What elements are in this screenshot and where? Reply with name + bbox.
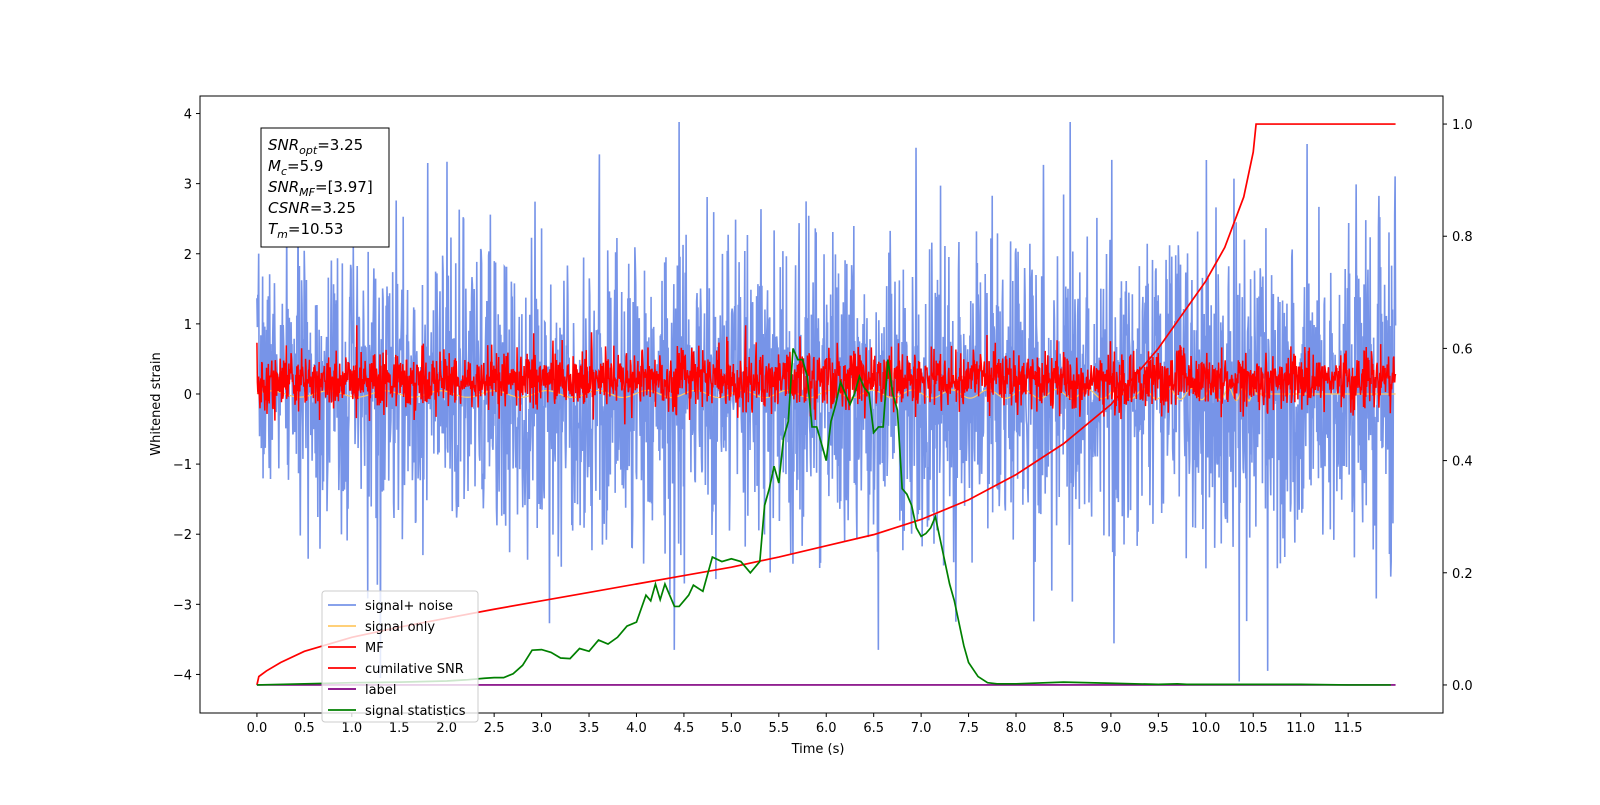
y-tick-label: 3 (184, 178, 192, 193)
y-tick-label: −3 (173, 598, 192, 613)
x-tick-label: 4.0 (626, 721, 647, 736)
x-tick-label: 5.5 (768, 721, 789, 736)
stats-line: SNRopt=3.25 (268, 136, 363, 157)
x-tick-label: 2.0 (436, 721, 457, 736)
x-axis-label: Time (s) (791, 742, 845, 757)
x-tick-label: 10.0 (1191, 721, 1220, 736)
legend-frame (321, 590, 479, 723)
x-tick-label: 8.5 (1053, 721, 1074, 736)
x-tick-label: 4.5 (674, 721, 695, 736)
y-right-tick-label: 0.2 (1452, 567, 1473, 582)
series-line-5 (256, 348, 1391, 686)
x-tick-label: 0.0 (247, 721, 268, 736)
x-tick-label: 3.5 (579, 721, 600, 736)
x-tick-label: 6.5 (863, 721, 884, 736)
x-tick-label: 6.0 (816, 721, 837, 736)
y-tick-label: −2 (173, 528, 192, 543)
x-tick-label: 1.0 (341, 721, 362, 736)
stats-line: Mc=5.9 (268, 157, 323, 178)
x-tick-label: 7.0 (911, 721, 932, 736)
x-tick-label: 9.5 (1148, 721, 1169, 736)
legend-entry: signal statistics (365, 704, 466, 719)
series-line-2 (256, 325, 1397, 425)
legend-entry: label (365, 683, 396, 698)
x-tick-label: 11.0 (1286, 721, 1315, 736)
y-right-tick-label: 0.0 (1452, 679, 1473, 694)
legend: signal+ noise signal only MF cumilative SNR… (321, 590, 479, 723)
axes-layer: 0.0 0.5 1.0 1.5 2.0 2.5 3.0 3.5 4.0 4.5 5.0 5.5 6.0 6… (173, 108, 1473, 736)
stats-line: SNRMF=[3.97] (268, 178, 373, 199)
y-tick-label: 1 (184, 318, 192, 333)
stats-line: Tm=10.53 (268, 220, 343, 241)
x-tick-label: 1.5 (389, 721, 410, 736)
y-tick-label: 0 (184, 388, 192, 403)
y-right-tick-label: 1.0 (1452, 118, 1473, 133)
x-tick-label: 8.0 (1006, 721, 1027, 736)
legend-entry: signal+ noise (365, 599, 453, 614)
x-tick-label: 0.5 (294, 721, 315, 736)
legend-entry: signal only (365, 620, 435, 635)
y-tick-label: 2 (184, 248, 192, 263)
y-right-tick-label: 0.6 (1452, 342, 1473, 357)
x-tick-label: 11.5 (1334, 721, 1363, 736)
y-tick-label: 4 (184, 108, 192, 123)
stats-line: CSNR=3.25 (268, 199, 356, 217)
y-tick-label: −4 (173, 668, 192, 683)
y-axis-label: Whitened strain (149, 352, 164, 455)
x-tick-label: 10.5 (1239, 721, 1268, 736)
y-tick-label: −1 (173, 458, 192, 473)
x-tick-label: 7.5 (958, 721, 979, 736)
y-right-tick-label: 0.4 (1452, 455, 1473, 470)
x-tick-label: 5.0 (721, 721, 742, 736)
plot-area-frame (199, 95, 1444, 714)
stats-box-frame (260, 127, 390, 248)
x-tick-label: 3.0 (531, 721, 552, 736)
x-tick-label: 2.5 (484, 721, 505, 736)
x-tick-label: 9.0 (1101, 721, 1122, 736)
y-right-tick-label: 0.8 (1452, 230, 1473, 245)
legend-entry: MF (365, 641, 384, 656)
legend-entry: cumilative SNR (365, 662, 464, 677)
